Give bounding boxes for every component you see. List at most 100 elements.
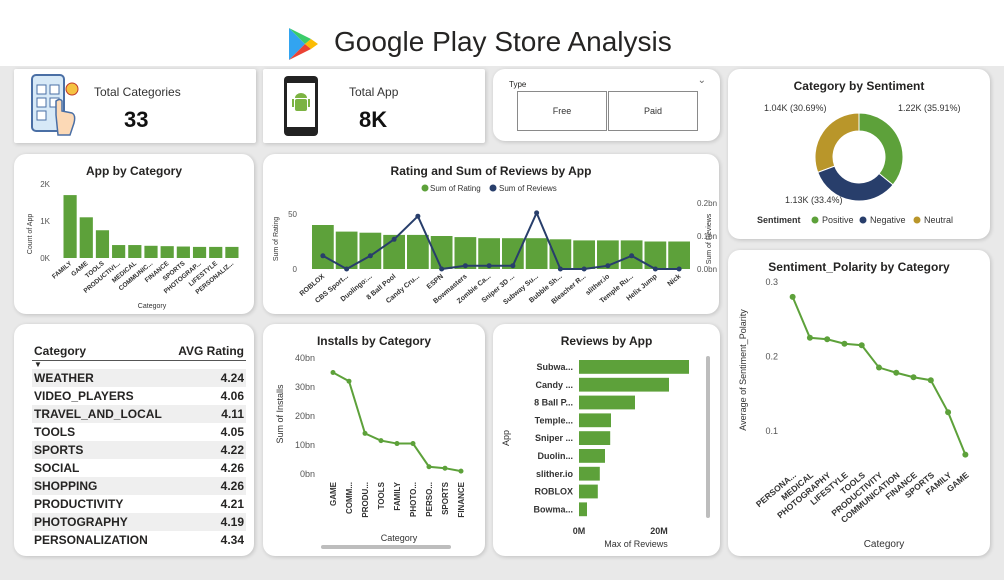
y-tick-label: Temple... <box>535 415 573 425</box>
bar <box>176 246 190 258</box>
rating-reviews-chart: Sum of Rating Sum of Reviews Sum of Rati… <box>273 184 717 306</box>
category-by-sentiment-card: Category by Sentiment 1.22K (35.91%) 1.1… <box>728 69 990 239</box>
bar <box>579 377 669 392</box>
table-row[interactable]: WEATHER 4.24 <box>32 369 246 387</box>
total-app-value: 8K <box>359 107 388 132</box>
horizontal-scrollbar[interactable] <box>321 545 451 549</box>
bar-sum-of-rating <box>502 238 524 269</box>
chevron-down-icon[interactable]: ⌄ <box>697 75 706 86</box>
cell-avg-rating: 4.19 <box>171 513 246 531</box>
y-tick-label: 2K <box>40 180 50 189</box>
bar <box>579 502 587 517</box>
reviews-by-app-chart: App Max of Reviews Subwa... Candy ... 8 Ba… <box>501 356 710 549</box>
point-sum-of-reviews <box>391 236 397 242</box>
point-sum-of-reviews <box>581 266 587 272</box>
bar-sum-of-rating <box>573 240 595 269</box>
point-sum-of-reviews <box>415 213 421 219</box>
table-header-avg-rating[interactable]: AVG Rating <box>178 344 244 358</box>
table-row[interactable]: TOOLS 4.05 <box>32 423 246 441</box>
sentiment-donut-chart: 1.22K (35.91%) 1.13K (33.4%) 1.04K (30.6… <box>757 103 961 225</box>
x-tick-label: COMM... <box>345 482 354 514</box>
legend-dot-negative <box>859 216 867 224</box>
cell-category: VIDEO_PLAYERS <box>34 389 134 403</box>
y-tick-label: 0.1 <box>765 426 778 436</box>
legend-dot-positive <box>811 216 819 224</box>
total-categories-value: 33 <box>124 107 149 132</box>
slicer-option-free[interactable]: Free <box>517 91 607 131</box>
bar-sum-of-rating <box>549 239 572 269</box>
avg-rating-table-body: WEATHER 4.24 VIDEO_PLAYERS 4.06 TRAVEL_AND_L… <box>32 369 246 549</box>
cell-category: TRAVEL_AND_LOCAL <box>32 405 172 423</box>
y-tick-label: 0.2 <box>765 351 778 361</box>
app-by-category-ylabel: Count of App <box>27 214 34 255</box>
y-tick-label: slither.io <box>536 469 574 479</box>
bar <box>63 195 77 258</box>
rating-reviews-y2label: Sum of Reviews <box>706 213 713 264</box>
donut-label-positive: 1.22K (35.91%) <box>898 103 961 113</box>
slicer-option-paid[interactable]: Paid <box>608 91 698 131</box>
kpi-total-categories-card: Total Categories 33 <box>14 69 256 143</box>
rating-reviews-title: Rating and Sum of Reviews by App <box>390 164 592 178</box>
installs-by-category-chart: Sum of Installs Category 0bn 10bn 20bn 30bn… <box>275 353 466 549</box>
cell-category: TOOLS <box>34 425 76 439</box>
donut-slice-neutral <box>814 112 860 174</box>
reviews-ylabel: App <box>501 430 511 446</box>
bar-sum-of-rating <box>407 234 429 269</box>
x-tick-label: PHOTO... <box>409 482 418 517</box>
table-row[interactable]: TRAVEL_AND_LOCAL 4.11 <box>32 405 246 423</box>
table-row[interactable]: VIDEO_PLAYERS 4.06 <box>32 387 246 405</box>
cell-category: WEATHER <box>32 369 172 387</box>
point-sum-of-reviews <box>629 253 635 259</box>
bar-sum-of-rating <box>478 238 500 269</box>
installs-point <box>442 465 448 471</box>
cell-category: SPORTS <box>32 441 172 459</box>
y-tick-label: 40bn <box>295 353 315 363</box>
line-sum-of-reviews <box>322 210 680 271</box>
total-app-label: Total App <box>349 85 399 99</box>
table-header-category[interactable]: Category <box>34 344 87 358</box>
polarity-point <box>962 451 969 458</box>
point-sum-of-reviews <box>367 253 373 259</box>
table-row[interactable]: PRODUCTIVITY 4.21 <box>32 495 246 513</box>
point-sum-of-reviews <box>510 263 516 269</box>
vertical-scrollbar[interactable] <box>706 356 710 518</box>
app-by-category-xlabel: Category <box>138 303 167 310</box>
table-row[interactable]: PHOTOGRAPHY 4.19 <box>32 513 246 531</box>
cell-avg-rating: 4.34 <box>220 533 244 547</box>
polarity-ylabel: Average of Sentiment_Polarity <box>738 309 748 431</box>
bar <box>579 484 598 499</box>
y2-tick-label: 0.0bn <box>697 265 717 274</box>
bar-sum-of-rating <box>525 238 548 269</box>
y2-tick-label: 0.1bn <box>697 232 717 241</box>
donut-slice-positive <box>858 112 904 186</box>
polarity-point <box>841 340 848 347</box>
table-row[interactable]: PERSONALIZATION 4.34 <box>32 531 246 549</box>
bar-sum-of-rating <box>454 237 477 269</box>
x-tick-label: FINANCE <box>457 481 466 517</box>
polarity-point <box>945 409 952 416</box>
installs-point <box>362 430 368 436</box>
y-tick-label: 0bn <box>300 469 315 479</box>
table-row[interactable]: SHOPPING 4.26 <box>32 477 246 495</box>
y-tick-label: 50 <box>288 210 297 219</box>
installs-point <box>458 468 464 474</box>
cell-avg-rating: 4.11 <box>171 405 246 423</box>
table-row[interactable]: SPORTS 4.22 <box>32 441 246 459</box>
avg-rating-table-card: Category AVG Rating ▼ WEATHER 4.24 VIDEO_P… <box>14 324 254 556</box>
x-tick-label: Nick <box>667 273 683 288</box>
table-row[interactable]: SOCIAL 4.26 <box>32 459 246 477</box>
bar-sum-of-rating <box>668 241 690 269</box>
point-sum-of-reviews <box>462 263 468 269</box>
installs-title: Installs by Category <box>316 334 432 348</box>
cell-avg-rating: 4.06 <box>220 389 244 403</box>
sort-desc-icon[interactable]: ▼ <box>34 360 42 369</box>
bar <box>95 230 110 258</box>
bar <box>579 360 689 374</box>
bar <box>579 431 611 445</box>
bar <box>209 246 223 258</box>
y-tick-label: 1K <box>40 217 50 226</box>
legend-label-sum-of-rating: Sum of Rating <box>430 184 481 193</box>
legend-dot-sum-of-reviews <box>489 184 497 192</box>
rating-reviews-ylabel: Sum of Rating <box>273 217 280 261</box>
x-tick-label: FAMILY <box>51 260 74 281</box>
